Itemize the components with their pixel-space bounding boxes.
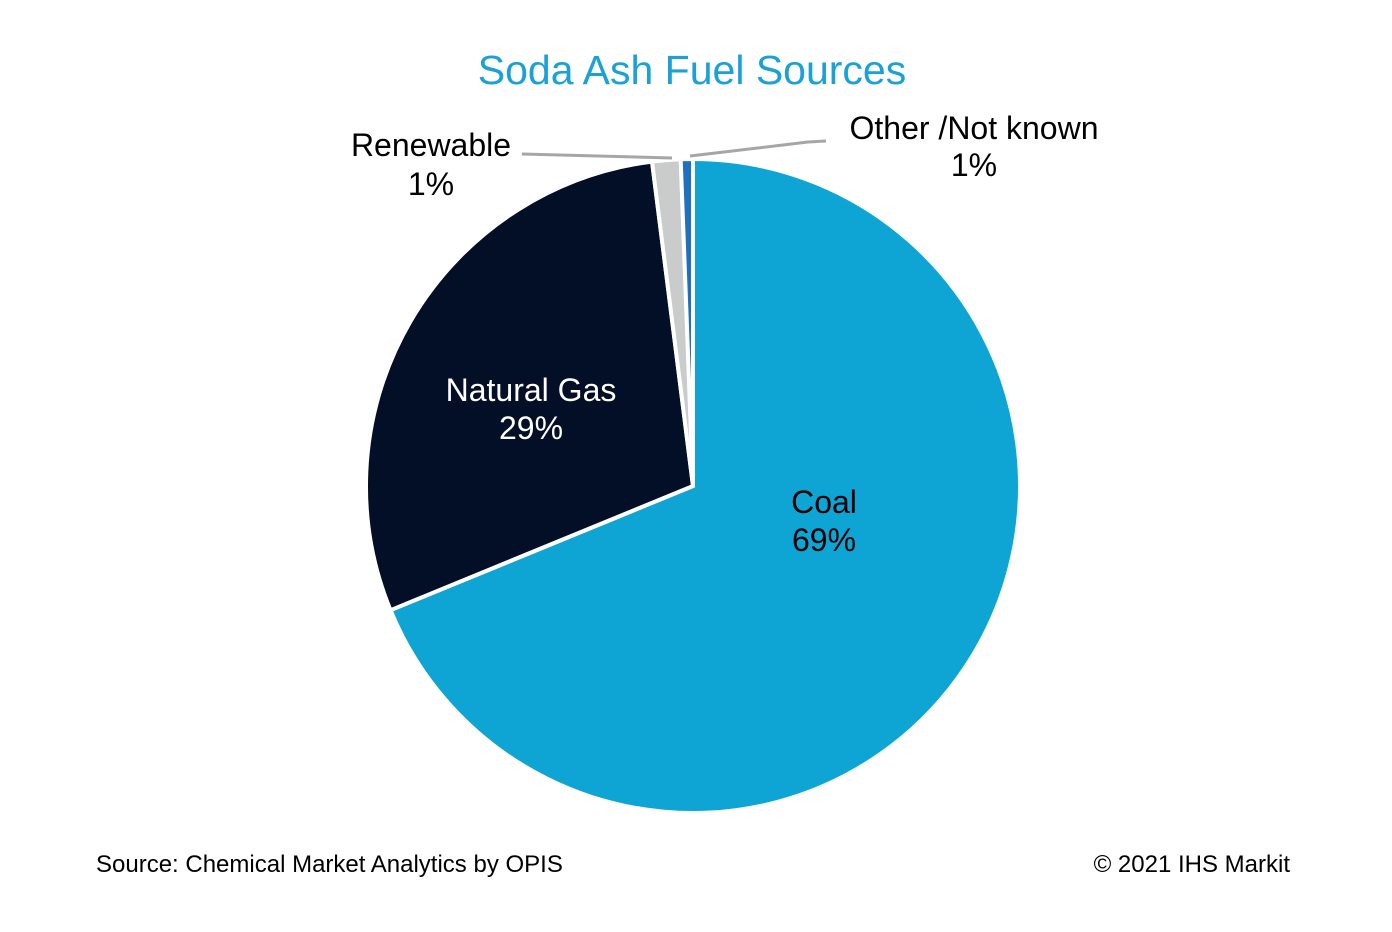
slice-value-other-not-known: 1%	[951, 147, 997, 183]
pie-slice-other-not-known	[678, 156, 695, 488]
slice-value-renewable: 1%	[408, 166, 454, 202]
pie-slice-coal	[388, 157, 1022, 815]
pie-slices	[364, 156, 1022, 815]
slice-label-natural-gas: Natural Gas	[446, 372, 617, 408]
source-note: Source: Chemical Market Analytics by OPI…	[96, 851, 563, 878]
copyright-note: © 2021 IHS Markit	[1093, 851, 1290, 878]
slice-label-coal: Coal	[791, 484, 857, 520]
slice-value-coal: 69%	[792, 522, 856, 558]
leader-lines	[521, 139, 827, 160]
leader-line-renewable	[521, 152, 673, 160]
pie-slice-natural-gas	[364, 159, 695, 613]
slice-label-renewable: Renewable	[351, 127, 511, 163]
chart-title: Soda Ash Fuel Sources	[477, 47, 907, 93]
slice-value-natural-gas: 29%	[499, 410, 563, 446]
slice-label-other-not-known: Other /Not known	[850, 110, 1099, 146]
leader-line-other-not-known	[689, 139, 827, 158]
